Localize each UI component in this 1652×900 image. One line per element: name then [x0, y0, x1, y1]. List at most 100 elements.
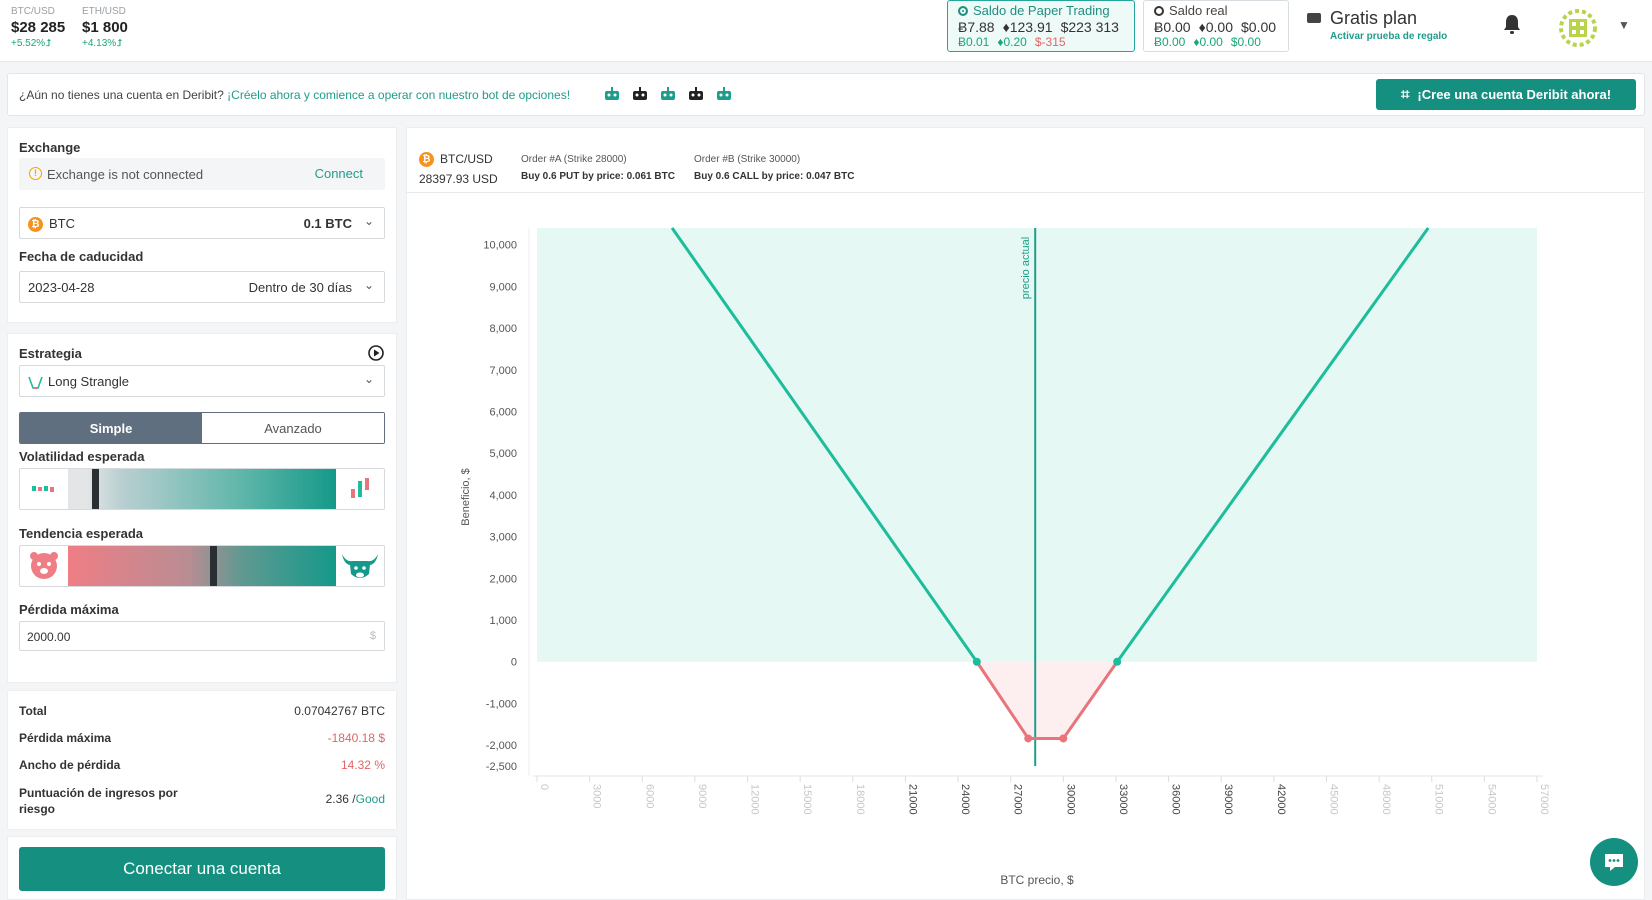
max-loss-input[interactable]: 2000.00 $ — [19, 621, 385, 651]
ticker-eth[interactable]: ETH/USD $1 800 +4.13%⮥ — [82, 6, 128, 49]
max-loss-label: Pérdida máxima — [19, 602, 119, 617]
exchange-panel: Exchange ! Exchange is not connected Con… — [7, 127, 397, 323]
robot-icon — [717, 87, 731, 100]
x-tick-label: 33000 — [1117, 784, 1129, 815]
order-b-desc: Buy 0.6 CALL by price: 0.047 BTC — [694, 171, 855, 182]
asset-select[interactable]: ₿ BTC 0.1 BTC ⌄ — [19, 207, 385, 239]
chart-pair: BTC/USD — [440, 152, 493, 166]
real-eth-change: ♦0.00 — [1193, 35, 1223, 49]
ticker-price: $28 285 — [11, 19, 66, 36]
summary-panel: Total 0.07042767 BTC Pérdida máxima -184… — [7, 690, 397, 830]
real-usd: $0.00 — [1241, 19, 1277, 35]
paper-btc-change: Ƀ0.01 — [958, 35, 990, 49]
banner-link[interactable]: ¡Créelo ahora y comience a operar con nu… — [227, 88, 571, 102]
payoff-segment — [1115, 227, 1430, 663]
x-tick-label: 51000 — [1433, 784, 1445, 815]
plan-trial-link[interactable]: Activar prueba de regalo — [1330, 31, 1448, 42]
real-usd-change: $0.00 — [1230, 35, 1261, 49]
play-icon[interactable] — [368, 345, 384, 361]
y-tick-label: 8,000 — [489, 323, 517, 335]
tab-simple[interactable]: Simple — [20, 413, 202, 443]
banner-text: ¿Aún no tienes una cuenta en Deribit? ¡C… — [19, 88, 570, 102]
max-loss-point — [1024, 734, 1033, 743]
loss-zone — [976, 661, 1118, 739]
avatar[interactable] — [1558, 8, 1598, 48]
bell-icon[interactable] — [1502, 14, 1522, 36]
plan-title: Gratis plan — [1330, 8, 1418, 28]
connect-panel: Conectar una cuenta — [7, 836, 397, 900]
chat-button[interactable] — [1590, 838, 1638, 886]
ticker-pair: BTC/USD — [11, 6, 55, 17]
paper-eth: ♦123.91 — [1002, 19, 1053, 35]
ticker-change: +5.52%⮥ — [11, 38, 52, 49]
breakeven-point — [1113, 657, 1122, 666]
bitcoin-icon: ₿ — [419, 152, 434, 168]
robot-icon — [689, 87, 703, 100]
paper-trading-balance[interactable]: Saldo de Paper Trading Ƀ7.88 ♦123.91 $22… — [947, 0, 1135, 52]
chart-header: ₿ BTC/USD 28397.93 USD Order #A (Strike 2… — [407, 128, 1644, 193]
strategy-value: Long Strangle — [48, 374, 129, 389]
x-tick-label: 12000 — [749, 784, 761, 815]
max-loss-value: 2000.00 — [27, 630, 71, 644]
chart-panel: ₿ BTC/USD 28397.93 USD Order #A (Strike 2… — [406, 127, 1645, 900]
expiry-relative: Dentro de 30 días — [248, 280, 352, 295]
banner-question: ¿Aún no tienes una cuenta en Deribit? — [19, 88, 224, 102]
ticker-btc[interactable]: BTC/USD $28 285 +5.52%⮥ — [11, 6, 65, 49]
chevron-down-icon: ⌄ — [363, 372, 374, 386]
bull-icon — [336, 546, 384, 586]
trend-label: Tendencia esperada — [19, 526, 144, 541]
exchange-status-text: Exchange is not connected — [47, 167, 204, 182]
y-tick-label: 1,000 — [489, 615, 517, 627]
real-balance[interactable]: Saldo real Ƀ0.00 ♦0.00 $0.00 Ƀ0.00 ♦0.00… — [1143, 0, 1289, 52]
tab-avanzado[interactable]: Avanzado — [202, 413, 384, 443]
trend-slider[interactable] — [19, 545, 385, 587]
create-deribit-account-button[interactable]: ⌗ ¡Cree una cuenta Deribit ahora! — [1376, 79, 1636, 110]
connect-account-button[interactable]: Conectar una cuenta — [19, 847, 385, 891]
total-label: Total — [19, 704, 47, 718]
x-tick-label: 57000 — [1538, 784, 1550, 815]
high-volatility-icon — [336, 469, 384, 509]
y-axis-title: Beneficio, $ — [460, 468, 472, 525]
x-tick-label: 0 — [538, 784, 550, 790]
x-tick-label: 15000 — [801, 784, 813, 815]
score-label: Puntuación de ingresos por riesgo — [19, 786, 178, 816]
create-button-label: ¡Cree una cuenta Deribit ahora! — [1417, 87, 1612, 102]
x-tick-label: 54000 — [1485, 784, 1497, 815]
volatility-track[interactable] — [68, 469, 336, 509]
volatility-thumb[interactable] — [92, 469, 100, 509]
trend-thumb[interactable] — [210, 546, 218, 586]
paper-usd: $223 313 — [1060, 19, 1119, 35]
connect-link[interactable]: Connect — [314, 166, 363, 181]
score-value: 2.36 /Good — [326, 792, 385, 806]
strategy-select[interactable]: Long Strangle ⌄ — [19, 365, 385, 397]
payoff-chart[interactable]: -2,500 -2,000 -1,000 0 1,000 2,000 3,000 4,000 5… — [407, 194, 1646, 894]
order-a: Order #A (Strike 28000) Buy 0.6 PUT by p… — [521, 154, 675, 182]
expiry-select[interactable]: 2023-04-28 Dentro de 30 días ⌄ — [19, 271, 385, 303]
loss-label: Pérdida máxima — [19, 731, 112, 745]
payoff-segment — [1062, 660, 1119, 740]
mode-toggle: Simple Avanzado — [19, 412, 385, 444]
pair-info: ₿ BTC/USD 28397.93 USD — [419, 152, 498, 186]
top-bar: BTC/USD $28 285 +5.52%⮥ ETH/USD $1 800 +… — [0, 0, 1652, 62]
plan-info: Gratis plan Activar prueba de regalo — [1307, 8, 1447, 42]
y-tick-label: 9,000 — [489, 281, 517, 293]
paper-balance-title: Saldo de Paper Trading — [973, 3, 1110, 18]
ticker-price: $1 800 — [82, 19, 128, 36]
ticker-change: +4.13%⮥ — [82, 38, 123, 49]
y-tick-label: 7,000 — [489, 365, 517, 377]
y-tick-label: 3,000 — [489, 532, 517, 544]
trend-track[interactable] — [68, 546, 336, 586]
volatility-slider[interactable] — [19, 468, 385, 510]
bot-icons — [604, 86, 732, 102]
plan-icon — [1307, 13, 1321, 23]
account-menu-chevron-icon[interactable]: ▼ — [1618, 18, 1630, 32]
x-tick-label: 6000 — [643, 784, 655, 808]
paper-usd-change: $-315 — [1034, 35, 1066, 49]
width-label: Ancho de pérdida — [19, 758, 121, 772]
x-tick-label: 27000 — [1012, 784, 1024, 815]
paper-btc: Ƀ7.88 — [958, 19, 995, 35]
real-balance-title: Saldo real — [1169, 3, 1228, 18]
bitcoin-icon: ₿ — [28, 217, 43, 233]
order-a-title: Order #A (Strike 28000) — [521, 154, 627, 165]
y-tick-label: 4,000 — [489, 490, 517, 502]
